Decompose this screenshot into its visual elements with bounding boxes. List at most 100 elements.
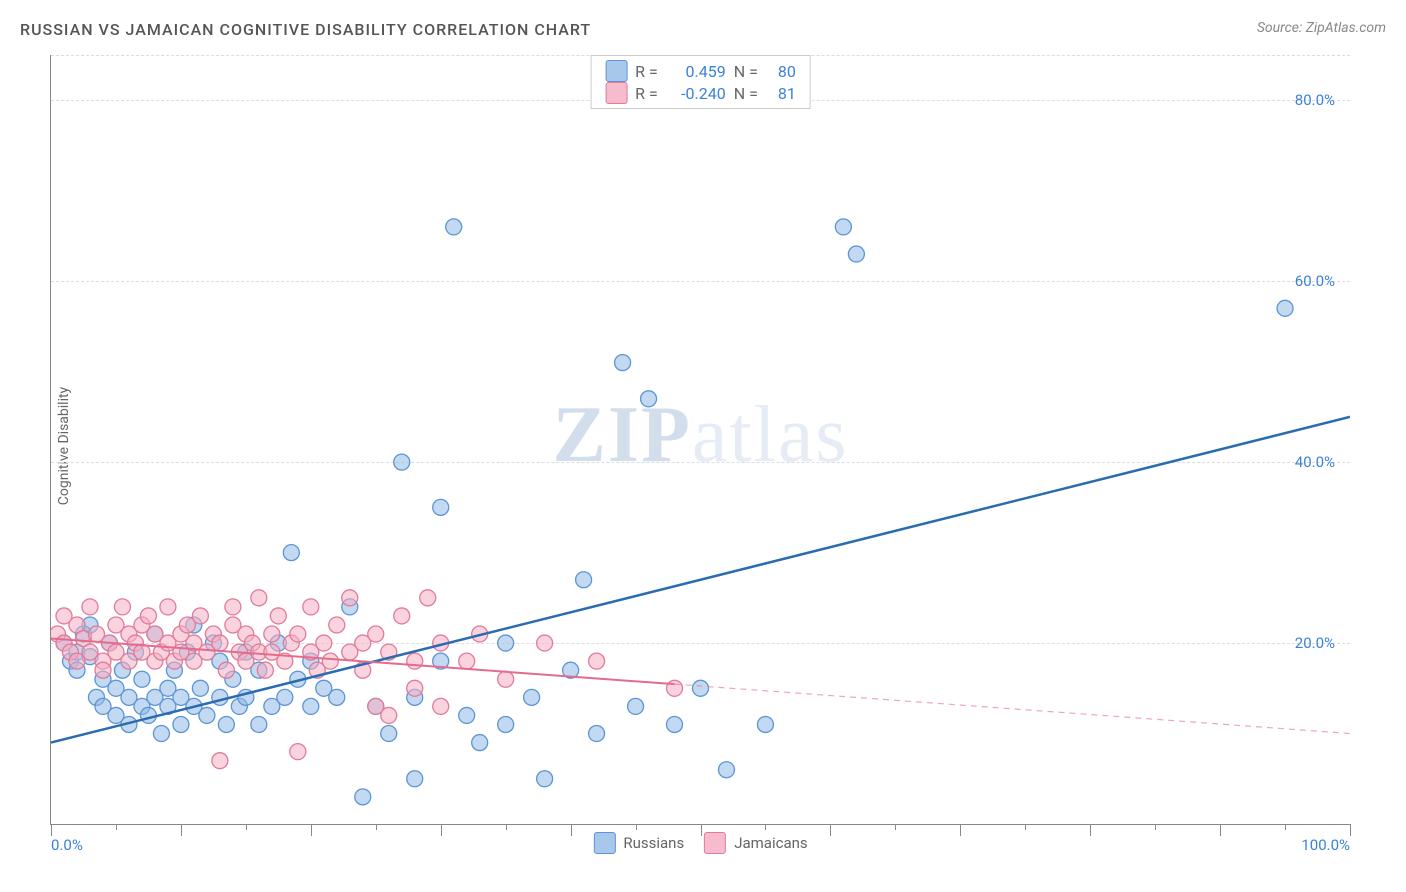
data-point — [537, 635, 553, 651]
data-point — [459, 653, 475, 669]
data-point — [225, 599, 241, 615]
data-point — [192, 680, 208, 696]
data-point — [381, 726, 397, 742]
data-point — [264, 626, 280, 642]
data-point — [615, 355, 631, 371]
data-point — [342, 590, 358, 606]
legend-swatch-jamaicans-icon — [704, 832, 726, 854]
legend-r-value-1: -0.240 — [666, 84, 726, 103]
x-tick — [895, 824, 896, 830]
regression-line-dashed — [675, 684, 1350, 733]
data-point — [394, 608, 410, 624]
data-point — [257, 662, 273, 678]
data-point — [140, 707, 156, 723]
data-point — [576, 572, 592, 588]
data-point — [446, 219, 462, 235]
legend-r-label: R = — [635, 84, 658, 103]
data-point — [420, 590, 436, 606]
data-point — [199, 707, 215, 723]
data-point — [381, 707, 397, 723]
data-point — [192, 608, 208, 624]
legend-stats-row-0: R = 0.459 N = 80 — [605, 60, 796, 82]
data-point — [212, 689, 228, 705]
data-point — [498, 671, 514, 687]
x-tick — [765, 824, 766, 830]
data-point — [277, 689, 293, 705]
data-point — [283, 545, 299, 561]
x-tick — [116, 824, 117, 830]
data-point — [407, 680, 423, 696]
legend-n-label: N = — [734, 62, 758, 81]
data-point — [322, 653, 338, 669]
data-point — [407, 771, 423, 787]
x-tick — [1220, 824, 1221, 836]
legend-n-value-1: 81 — [766, 84, 796, 103]
x-tick — [376, 824, 377, 830]
data-point — [355, 789, 371, 805]
legend-swatch-jamaicans — [605, 82, 627, 104]
x-tick — [701, 824, 702, 836]
legend-n-value-0: 80 — [766, 62, 796, 81]
x-tick — [830, 824, 831, 836]
x-tick — [960, 824, 961, 836]
data-point — [316, 635, 332, 651]
x-tick — [181, 824, 182, 836]
data-point — [329, 617, 345, 633]
data-point — [153, 726, 169, 742]
data-point — [303, 698, 319, 714]
legend-item-jamaicans: Jamaicans — [704, 832, 807, 854]
data-point — [140, 608, 156, 624]
data-point — [212, 753, 228, 769]
data-point — [537, 771, 553, 787]
data-point — [218, 662, 234, 678]
data-point — [718, 762, 734, 778]
legend-r-label: R = — [635, 62, 658, 81]
x-tick-label: 100.0% — [1301, 836, 1350, 854]
data-point — [667, 716, 683, 732]
data-point — [524, 689, 540, 705]
chart-title: RUSSIAN VS JAMAICAN COGNITIVE DISABILITY… — [20, 20, 591, 39]
data-point — [498, 635, 514, 651]
x-tick — [571, 824, 572, 836]
legend-label-russians: Russians — [623, 834, 684, 852]
data-point — [134, 671, 150, 687]
data-point — [589, 726, 605, 742]
legend-item-russians: Russians — [593, 832, 684, 854]
x-tick — [1285, 824, 1286, 830]
x-tick — [1025, 824, 1026, 830]
data-point — [329, 689, 345, 705]
data-point — [368, 626, 384, 642]
data-point — [212, 635, 228, 651]
data-point — [641, 391, 657, 407]
x-tick — [636, 824, 637, 830]
data-point — [160, 599, 176, 615]
data-point — [589, 653, 605, 669]
data-point — [433, 698, 449, 714]
data-point — [835, 219, 851, 235]
x-tick — [311, 824, 312, 836]
legend-label-jamaicans: Jamaicans — [734, 834, 807, 852]
data-point — [270, 608, 286, 624]
data-point — [251, 590, 267, 606]
legend-n-label: N = — [734, 84, 758, 103]
plot-area: ZIPatlas R = 0.459 N = 80 R = -0.240 N =… — [50, 55, 1350, 825]
x-tick — [51, 824, 52, 836]
data-point — [459, 707, 475, 723]
data-point — [472, 735, 488, 751]
data-point — [1277, 300, 1293, 316]
legend-r-value-0: 0.459 — [666, 62, 726, 81]
data-point — [757, 716, 773, 732]
data-point — [667, 680, 683, 696]
data-point — [290, 626, 306, 642]
data-point — [407, 653, 423, 669]
data-point — [303, 599, 319, 615]
data-point — [498, 716, 514, 732]
data-point — [82, 599, 98, 615]
x-tick — [1090, 824, 1091, 836]
x-tick — [1350, 824, 1351, 836]
plot-svg — [51, 55, 1350, 824]
legend-stats: R = 0.459 N = 80 R = -0.240 N = 81 — [590, 55, 811, 109]
legend-swatch-russians — [605, 60, 627, 82]
x-tick — [441, 824, 442, 836]
chart-source: Source: ZipAtlas.com — [1257, 20, 1386, 36]
